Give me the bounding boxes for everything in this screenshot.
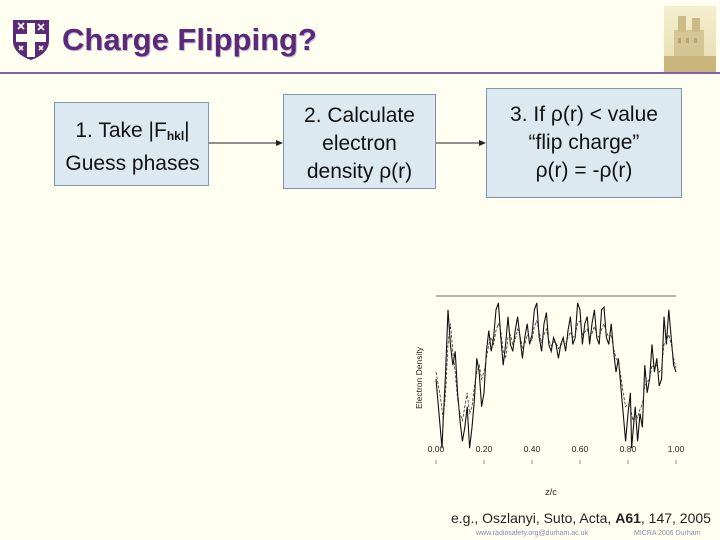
step-2-line-2: electron	[322, 132, 397, 155]
step-1-text-take: 1. Take |F	[75, 119, 167, 142]
citation: e.g., Oszlanyi, Suto, Acta, A61, 147, 20…	[451, 510, 711, 526]
density-series-2	[435, 319, 677, 423]
citation-volume: A61	[615, 510, 641, 526]
y-axis-label: Electron Density	[414, 346, 424, 409]
footer-event: MICRA 2006 Durham	[634, 530, 701, 537]
step-3-line-3: ρ(r) = -ρ(r)	[535, 159, 633, 182]
citation-pages-year: , 147, 2005	[640, 510, 711, 526]
citation-authors: e.g., Oszlanyi, Suto, Acta,	[451, 510, 616, 526]
title-divider	[0, 72, 720, 74]
arrow-1-to-2	[209, 140, 283, 146]
step-3-line-1: 3. If ρ(r) < value	[510, 103, 658, 126]
x-tick-label: 0.20	[476, 444, 493, 454]
step-1-text-bar: |	[184, 119, 190, 142]
step-3-line-2: “flip charge”	[528, 131, 640, 154]
step-3-box: 3. If ρ(r) < value “flip charge” ρ(r) = …	[486, 88, 682, 198]
density-series-1	[435, 302, 677, 449]
slide-header: Charge Flipping?	[0, 0, 720, 74]
step-2-box: 2. Calculate electron density ρ(r)	[283, 94, 436, 189]
electron-density-plot: Electron Density z/c 0.00 0.20 0.40 0.60 0.8…	[414, 295, 685, 497]
step-1-line-2: Guess phases	[65, 152, 200, 175]
x-tick-label: 0.00	[428, 444, 445, 454]
footer-email: www.radiosafety.org@durham.ac.uk	[476, 530, 589, 537]
step-2-line-3: density ρ(r)	[306, 160, 413, 183]
arrow-2-to-3	[436, 140, 486, 146]
step-1-box: 1. Take |Fhkl| Guess phases	[54, 102, 209, 186]
x-tick-label: 0.60	[572, 444, 589, 454]
x-tick-label: 0.40	[524, 444, 541, 454]
x-axis-label: z/c	[545, 487, 557, 497]
step-1-line-1: 1. Take |Fhkl|	[57, 117, 208, 150]
building-photo-icon	[664, 6, 716, 72]
x-tick-label: 1.00	[668, 444, 685, 454]
slide-title: Charge Flipping?	[62, 22, 317, 57]
x-tick-label: 0.80	[620, 444, 637, 454]
step-2-line-1: 2. Calculate	[304, 104, 415, 127]
university-crest-icon	[13, 20, 49, 60]
step-1-subscript-hkl: hkl	[166, 129, 185, 143]
